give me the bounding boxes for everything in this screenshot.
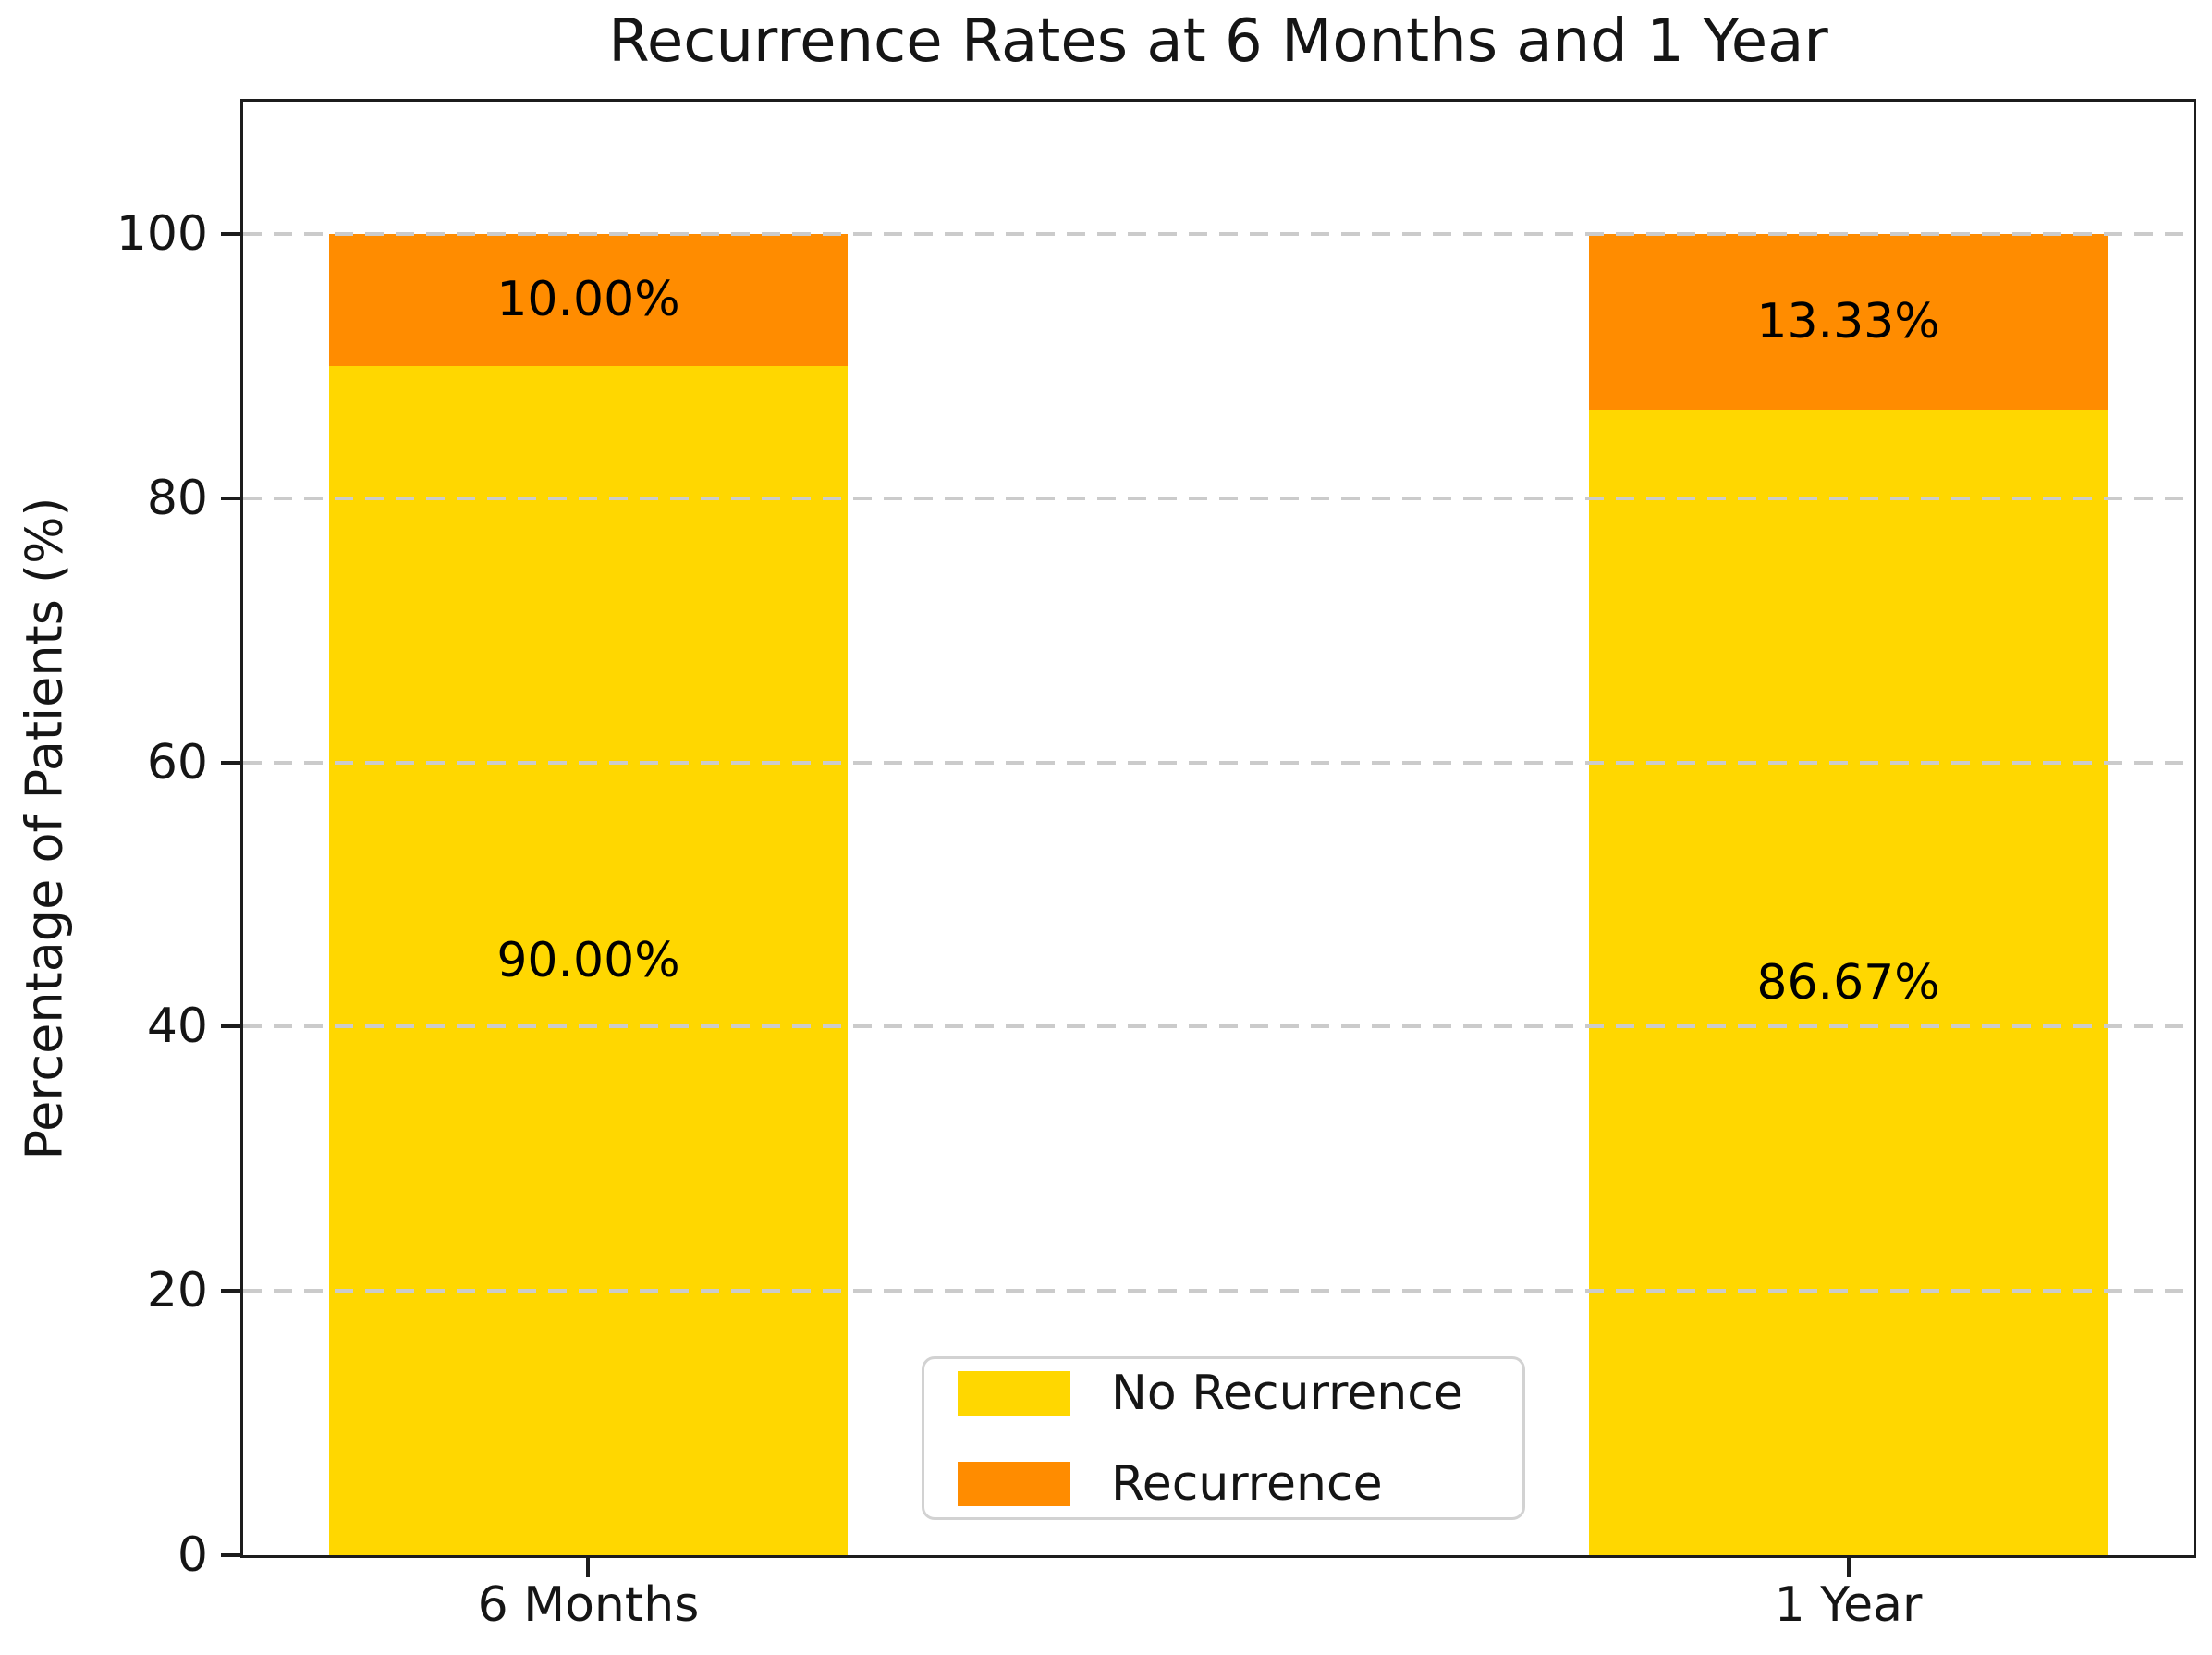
x-tick-label-6-months: 6 Months: [477, 1577, 700, 1633]
y-tick-label: 20: [146, 1263, 208, 1319]
bar-value-label: 90.00%: [496, 932, 680, 988]
bar-segment-no-recurrence: [1588, 410, 2108, 1555]
gridline-y-40: [243, 1024, 2194, 1029]
legend-swatch-no-recurrence: [958, 1370, 1070, 1416]
bar-segment-no-recurrence: [328, 365, 849, 1555]
y-tick-label: 0: [177, 1527, 208, 1583]
legend-swatch-recurrence: [958, 1461, 1070, 1506]
y-tick: [221, 496, 243, 500]
bar-segment-recurrence: [328, 233, 849, 366]
gridline-y-60: [243, 760, 2194, 765]
y-tick-label: 100: [116, 205, 208, 262]
gridline-y-20: [243, 1289, 2194, 1293]
y-tick-label: 40: [146, 999, 208, 1055]
y-tick-label: 60: [146, 734, 208, 791]
chart-title: Recurrence Rates at 6 Months and 1 Year: [608, 7, 1828, 76]
bar-value-label: 86.67%: [1756, 954, 1940, 1011]
plot-area: 90.00% 10.00% 86.67% 13.33%: [240, 99, 2196, 1558]
legend-label-recurrence: Recurrence: [1111, 1455, 1383, 1512]
bar-segment-recurrence: [1588, 233, 2108, 411]
x-tick: [586, 1555, 591, 1577]
y-axis-label: Percentage of Patients (%): [15, 496, 74, 1160]
legend: No Recurrence Recurrence: [922, 1356, 1525, 1520]
y-tick: [221, 1024, 243, 1029]
bar-value-label: 10.00%: [496, 272, 680, 328]
y-tick: [221, 1289, 243, 1293]
bar-value-label: 13.33%: [1756, 294, 1940, 350]
gridline-y-80: [243, 496, 2194, 500]
x-tick-label-1-year: 1 Year: [1774, 1577, 1923, 1633]
y-tick: [221, 760, 243, 765]
legend-row-recurrence: Recurrence: [958, 1456, 1522, 1512]
y-tick: [221, 1553, 243, 1557]
y-tick-label: 80: [146, 470, 208, 526]
legend-row-no-recurrence: No Recurrence: [958, 1366, 1522, 1421]
y-tick: [221, 231, 243, 236]
x-tick: [1846, 1555, 1851, 1577]
gridline-y-100: [243, 231, 2194, 236]
legend-label-no-recurrence: No Recurrence: [1111, 1365, 1463, 1421]
